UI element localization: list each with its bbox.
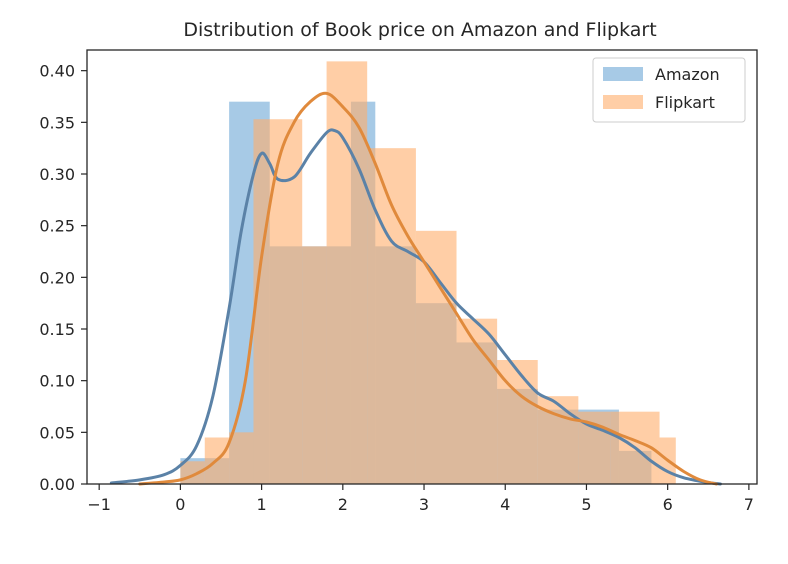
y-tick-label: 0.05: [39, 423, 75, 442]
y-tick-label: 0.40: [39, 62, 75, 81]
x-axis-ticks: −1 0 1 2 3 4 5 6 7: [87, 484, 754, 514]
flipkart-histogram-bar: [302, 246, 327, 484]
y-tick-label: 0.15: [39, 320, 75, 339]
x-tick-label: −1: [87, 495, 111, 514]
y-tick-label: 0.00: [39, 475, 75, 494]
legend-label-amazon: Amazon: [655, 65, 720, 84]
x-tick-label: 6: [663, 495, 673, 514]
x-tick-label: 0: [175, 495, 185, 514]
chart-title: Distribution of Book price on Amazon and…: [183, 19, 656, 41]
y-axis-ticks: 0.00 0.05 0.10 0.15 0.20 0.25 0.30 0.35 0.40: [39, 62, 87, 494]
x-tick-label: 4: [500, 495, 510, 514]
y-tick-label: 0.20: [39, 268, 75, 287]
y-tick-label: 0.25: [39, 217, 75, 236]
histogram-bars: [180, 61, 676, 485]
x-tick-label: 7: [744, 495, 754, 514]
legend-swatch-flipkart: [603, 95, 643, 109]
x-tick-label: 2: [338, 495, 348, 514]
legend-swatch-amazon: [603, 67, 643, 81]
flipkart-histogram-bar: [229, 432, 254, 484]
y-tick-label: 0.10: [39, 372, 75, 391]
y-tick-label: 0.35: [39, 113, 75, 132]
flipkart-histogram-bar: [253, 119, 303, 484]
x-tick-label: 5: [581, 495, 591, 514]
flipkart-kde-line: [138, 91, 718, 486]
flipkart-histogram-bar: [367, 148, 416, 485]
axes: [86, 49, 758, 485]
kde-curves: [109, 91, 722, 486]
x-tick-label: 1: [257, 495, 267, 514]
legend-label-flipkart: Flipkart: [655, 93, 715, 112]
y-tick-label: 0.30: [39, 165, 75, 184]
plot-frame: [86, 49, 758, 485]
legend: Amazon Flipkart: [592, 57, 746, 123]
flipkart-histogram-bar: [415, 230, 457, 484]
flipkart-histogram-bar: [326, 61, 368, 485]
x-tick-label: 3: [419, 495, 429, 514]
amazon-kde-line: [109, 128, 722, 486]
